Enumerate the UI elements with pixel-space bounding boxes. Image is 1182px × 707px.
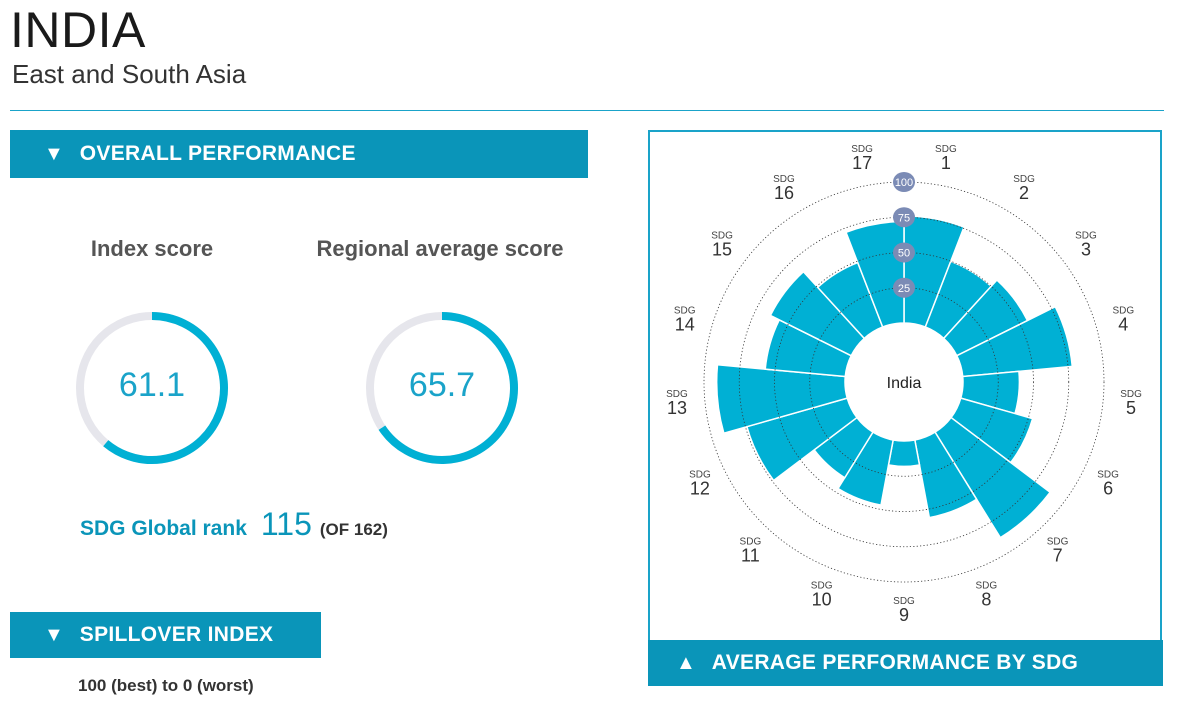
sdg-prefix-label: SDG	[976, 581, 998, 592]
sdg-number-label-15: 15	[712, 240, 732, 260]
index-score-value: 61.1	[118, 366, 186, 404]
global-rank-total: (OF 162)	[319, 520, 388, 539]
regional-score-gauge-arc	[378, 312, 518, 464]
collapse-triangle-icon: ▼	[44, 143, 64, 165]
title-divider	[10, 110, 1164, 111]
sdg-number-label-10: 10	[812, 590, 832, 610]
spillover-scale-note: 100 (best) to 0 (worst)	[78, 676, 254, 695]
sdg-prefix-label: SDG	[1075, 231, 1097, 242]
sdg-prefix-label: SDG	[666, 389, 688, 400]
sdg-prefix-label: SDG	[773, 174, 795, 185]
global-rank-value: 115	[260, 506, 312, 542]
sdg-prefix-label: SDG	[935, 144, 957, 155]
ring-tick-label-100: 100	[895, 177, 913, 189]
ring-tick-label-25: 25	[898, 283, 910, 295]
sdg-prefix-label: SDG	[674, 306, 696, 317]
index-score-gauge-arc	[103, 312, 228, 464]
sdg-number-label-4: 4	[1118, 315, 1128, 335]
regional-score-gauge	[366, 312, 518, 464]
sdg-number-label-5: 5	[1126, 398, 1136, 418]
sdg-number-label-8: 8	[981, 590, 991, 610]
region-subtitle: East and South Asia	[12, 59, 247, 89]
sdg-prefix-label: SDG	[1013, 174, 1035, 185]
sdg-prefix-label: SDG	[851, 144, 873, 155]
ring-50	[774, 252, 1034, 512]
global-rank-row: SDG Global rank 115 (OF 162)	[80, 506, 388, 543]
chart-center-disc	[845, 323, 963, 441]
sdg-prefix-label: SDG	[893, 596, 915, 607]
country-title: INDIA	[10, 2, 146, 58]
ring-badge-50	[893, 242, 915, 263]
overall-performance-label: OVERALL PERFORMANCE	[79, 142, 356, 165]
index-score-label: Index score	[90, 236, 214, 261]
sdg-number-label-3: 3	[1081, 240, 1091, 260]
ring-tick-label-75: 75	[898, 212, 910, 224]
sdg-prefix-label: SDG	[689, 470, 711, 481]
sdg-prefix-label: SDG	[1112, 306, 1134, 317]
average-performance-label: AVERAGE PERFORMANCE BY SDG	[711, 651, 1079, 674]
sdg-number-label-14: 14	[675, 315, 695, 335]
sdg-number-label-16: 16	[774, 183, 794, 203]
spillover-index-label: SPILLOVER INDEX	[79, 623, 274, 646]
sdg-prefix-label: SDG	[811, 581, 833, 592]
index-score-gauge	[76, 312, 228, 464]
regional-score-label: Regional average score	[316, 236, 564, 261]
sdg-number-label-9: 9	[899, 605, 909, 625]
ring-tick-label-50: 50	[898, 248, 910, 260]
overall-performance-banner[interactable]: ▼ OVERALL PERFORMANCE	[10, 130, 588, 178]
average-performance-banner[interactable]: ▲ AVERAGE PERFORMANCE BY SDG	[648, 640, 1163, 686]
sdg-prefix-label: SDG	[740, 536, 762, 547]
collapse-triangle-icon: ▼	[44, 624, 64, 646]
sdg-prefix-label: SDG	[711, 231, 733, 242]
sdg-number-label-6: 6	[1103, 479, 1113, 499]
sdg-number-label-17: 17	[852, 153, 872, 173]
ring-badge-100	[893, 172, 915, 192]
ring-25	[809, 287, 999, 477]
spillover-index-banner[interactable]: ▼ SPILLOVER INDEX	[10, 612, 321, 658]
sdg-number-label-2: 2	[1019, 183, 1029, 203]
global-rank-label: SDG Global rank	[80, 517, 247, 540]
sdg-number-label-1: 1	[941, 153, 951, 173]
center-country-label: India	[887, 375, 922, 392]
sdg-number-label-11: 11	[741, 545, 760, 565]
sdg-prefix-label: SDG	[1120, 389, 1142, 400]
sdg-prefix-label: SDG	[1047, 536, 1069, 547]
ring-badge-25	[893, 277, 915, 298]
sdg-chart-frame	[648, 130, 1162, 640]
sdg-prefix-label: SDG	[1097, 470, 1119, 481]
sdg-number-label-12: 12	[690, 479, 710, 499]
expand-triangle-icon: ▲	[676, 652, 696, 674]
sdg-number-label-13: 13	[667, 398, 687, 418]
sdg-number-label-7: 7	[1053, 545, 1063, 565]
sdg-polar-chart: India255075100SDG1SDG2SDG3SDG4SDG5SDG6SD…	[666, 144, 1142, 625]
ring-badge-75	[893, 207, 915, 228]
regional-score-value: 65.7	[408, 366, 476, 404]
